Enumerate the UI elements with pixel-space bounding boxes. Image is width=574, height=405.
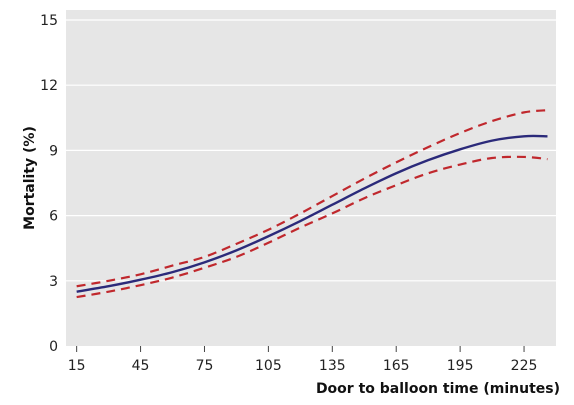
y-tick-label: 6 <box>49 209 58 225</box>
confidence-upper-line <box>76 109 548 288</box>
x-tick-label: 225 <box>511 358 538 374</box>
x-tick-label: 135 <box>319 358 346 374</box>
x-tick-label: 105 <box>255 358 282 374</box>
x-tick-label: 195 <box>447 358 474 374</box>
x-tick-label: 15 <box>68 358 86 374</box>
x-tick-label: 75 <box>196 358 214 374</box>
plot-background <box>66 10 556 346</box>
x-axis-ticks: 15 45 75 105 135 165 195 225 <box>68 346 538 374</box>
y-tick-label: 0 <box>49 339 58 355</box>
y-axis-ticks: 0 3 6 9 12 15 <box>40 13 58 355</box>
confidence-lower-line <box>76 155 548 299</box>
x-axis-title: Door to balloon time (minutes) <box>316 381 560 397</box>
series-lines <box>76 109 548 299</box>
estimate-line <box>76 134 548 293</box>
y-tick-label: 12 <box>40 78 58 94</box>
y-axis-title: Mortality (%) <box>22 126 38 230</box>
gridlines <box>66 19 556 282</box>
y-tick-label: 9 <box>49 143 58 159</box>
x-tick-label: 45 <box>132 358 150 374</box>
y-tick-label: 3 <box>49 274 58 290</box>
x-tick-label: 165 <box>383 358 410 374</box>
y-tick-label: 15 <box>40 13 58 29</box>
